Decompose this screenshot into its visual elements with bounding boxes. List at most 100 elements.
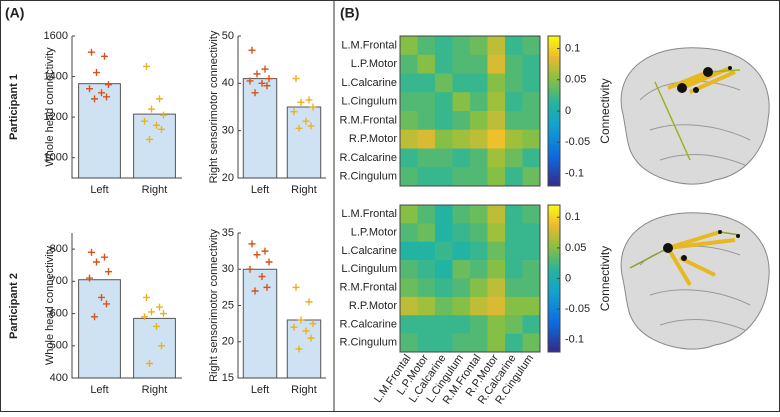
point: [103, 300, 110, 308]
bar: [133, 113, 176, 179]
heat-cell: [435, 111, 453, 131]
heat-cell: [505, 241, 523, 261]
colorbar-step: [548, 88, 560, 92]
heat-cell: [435, 315, 453, 334]
colorbar-step: [548, 76, 560, 79]
colorbar-step: [548, 166, 560, 169]
heat-cell: [505, 111, 523, 131]
point: [261, 247, 269, 255]
point: [297, 98, 305, 106]
colorbar-step: [548, 273, 560, 277]
y-tick-label: 20: [222, 172, 234, 184]
heat-cell: [487, 223, 506, 243]
colorbar-step: [548, 51, 560, 54]
heat-cell: [522, 260, 541, 279]
heat-cell: [505, 148, 523, 168]
colorbar-step: [548, 73, 560, 77]
heat-cell: [522, 315, 541, 334]
heat-cell: [470, 260, 488, 279]
colorbar-step: [548, 347, 560, 350]
heat-cell: [417, 129, 436, 149]
heat-cell: [522, 54, 541, 74]
y-tick-label: R.Calcarine: [340, 152, 397, 164]
point: [86, 274, 93, 282]
colorbar-step: [548, 153, 560, 157]
point: [88, 48, 95, 56]
heat-cell: [417, 315, 436, 334]
x-tick-label: Left: [251, 184, 269, 196]
heat-cell: [522, 111, 541, 131]
point: [158, 125, 165, 133]
heat-cell: [470, 315, 488, 334]
x-tick-label: Left: [251, 384, 269, 396]
colorbar-step: [548, 178, 560, 182]
colorbar-step: [548, 327, 560, 331]
colorbar-step: [548, 231, 560, 235]
bar: [78, 279, 121, 379]
point: [297, 316, 305, 324]
bar: [286, 106, 322, 179]
y-tick-label: 400: [50, 372, 68, 384]
colorbar-step: [548, 113, 560, 117]
colorbar-step: [548, 136, 560, 139]
heat-cell: [417, 73, 436, 93]
colorbar-step: [548, 342, 560, 346]
point: [103, 93, 110, 101]
y-tick-label: L.M.Frontal: [341, 208, 397, 220]
colorbar-tick-label: 0.1: [565, 211, 580, 223]
point: [146, 360, 153, 367]
point: [292, 283, 300, 291]
panel-label: (B): [340, 5, 359, 21]
colorbar-step: [548, 214, 560, 218]
colorbar-step: [548, 339, 560, 343]
colorbar-step: [548, 36, 560, 39]
heat-cell: [470, 92, 488, 112]
colorbar-step: [548, 86, 560, 89]
colorbar-step: [548, 322, 560, 326]
heat-cell: [400, 148, 418, 168]
heat-cell: [505, 205, 523, 224]
point: [246, 265, 254, 273]
heat-cell: [452, 129, 471, 149]
heat-cell: [417, 167, 436, 187]
colorbar-step: [548, 101, 560, 104]
heat-cell: [505, 73, 523, 93]
heat-cell: [470, 223, 488, 243]
colorbar-step: [548, 48, 560, 52]
y-axis-label: Right sensorimotor connectivity: [208, 30, 220, 183]
point: [305, 96, 313, 104]
y-tick-label: 500: [50, 340, 68, 352]
colorbar-step: [548, 121, 560, 124]
heat-cell: [487, 205, 506, 224]
point: [248, 46, 256, 54]
colorbar-step: [548, 236, 560, 240]
heat-cell: [417, 36, 436, 56]
heat-cell: [400, 54, 418, 74]
y-tick-label: 1600: [44, 30, 68, 42]
y-tick-label: 30: [222, 125, 234, 137]
colorbar-step: [548, 234, 560, 238]
bar: [242, 78, 278, 179]
heat-cell: [470, 296, 488, 316]
heat-cell: [417, 278, 436, 298]
heat-cell: [470, 167, 488, 187]
y-axis-label: Right sensorimotor connectivity: [208, 229, 220, 382]
colorbar-step: [548, 63, 560, 67]
point: [292, 75, 300, 83]
heat-cell: [435, 333, 453, 353]
y-tick-label: 1200: [44, 111, 68, 123]
y-axis-label: Whole head connectivity: [44, 47, 56, 167]
bar: [133, 317, 176, 379]
heat-cell: [522, 73, 541, 93]
point: [251, 89, 259, 97]
bar: [242, 268, 278, 379]
heat-cell: [400, 111, 418, 131]
heat-cell: [505, 36, 523, 56]
point: [105, 81, 112, 89]
bar: [78, 83, 121, 179]
colorbar-step: [548, 91, 560, 94]
colorbar-step: [548, 305, 560, 309]
colorbar-step: [548, 128, 560, 132]
colorbar-step: [548, 278, 560, 282]
point: [158, 342, 165, 350]
